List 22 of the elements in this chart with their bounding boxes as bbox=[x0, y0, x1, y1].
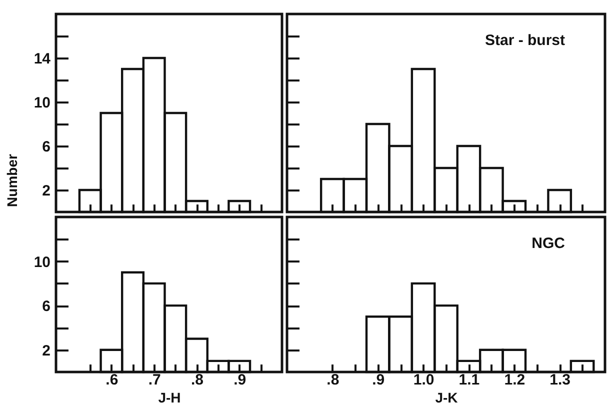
x-tick-label: .7 bbox=[148, 372, 161, 388]
y-tick-label: 2 bbox=[42, 342, 50, 360]
x-tick-label: .8 bbox=[190, 372, 204, 388]
y-tick-label: 6 bbox=[42, 298, 50, 316]
y-tick-label: 14 bbox=[34, 50, 52, 68]
x-tick-label: .9 bbox=[372, 372, 385, 388]
text: NGC bbox=[532, 235, 566, 252]
y-tick-label: 10 bbox=[34, 254, 50, 271]
x-tick-label: 1.1 bbox=[458, 372, 480, 388]
x-tick-label: 1.3 bbox=[550, 372, 570, 388]
x-axis-title: J-H bbox=[158, 390, 181, 406]
x-tick-label: .8 bbox=[326, 372, 340, 388]
x-tick-label: 1.0 bbox=[413, 372, 434, 388]
x-axis-title: J-K bbox=[435, 390, 458, 406]
y-axis-title: Number bbox=[4, 154, 20, 207]
text: Star - burst bbox=[484, 32, 565, 49]
x-tick-label: 1.2 bbox=[504, 372, 526, 388]
y-tick-label: 6 bbox=[42, 138, 50, 156]
y-tick-label: 2 bbox=[42, 182, 50, 200]
x-tick-label: .6 bbox=[106, 372, 118, 388]
y-tick-label: 10 bbox=[34, 94, 50, 112]
x-tick-label: .9 bbox=[234, 372, 246, 388]
